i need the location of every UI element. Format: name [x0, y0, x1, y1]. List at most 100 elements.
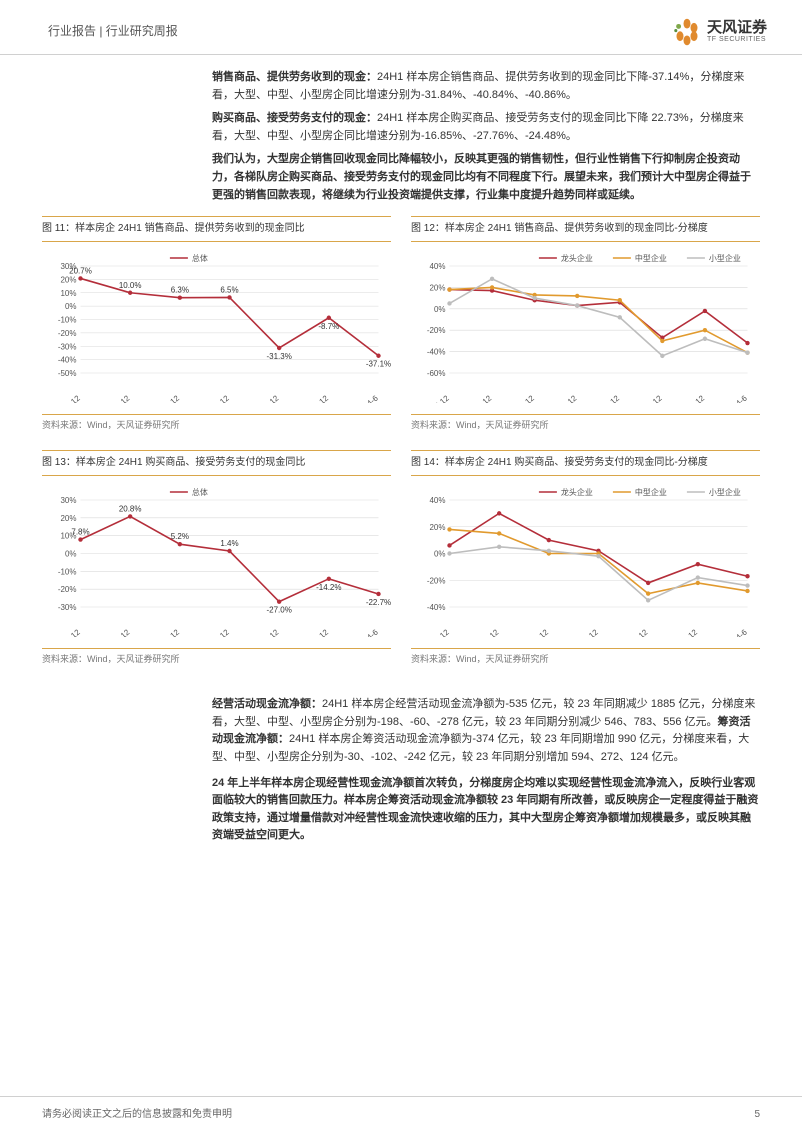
svg-text:2021-12: 2021-12	[203, 393, 232, 403]
svg-text:2021-12: 2021-12	[203, 627, 232, 637]
company-logo: 天风证券 TF SECURITIES	[673, 18, 767, 46]
svg-text:20%: 20%	[60, 514, 76, 523]
svg-text:2021-12: 2021-12	[572, 627, 601, 637]
chart-13-source: 资料来源：Wind，天风证券研究所	[42, 648, 391, 666]
svg-text:7.8%: 7.8%	[71, 528, 89, 537]
tf-logo-icon	[673, 18, 701, 46]
svg-text:20%: 20%	[429, 284, 445, 293]
svg-text:-20%: -20%	[58, 329, 77, 338]
charts-grid: 图 11：样本房企 24H1 销售商品、提供劳务收到的现金同比 -50% -40%…	[42, 216, 760, 666]
svg-text:小型企业: 小型企业	[709, 487, 741, 497]
chart-14: -40%-20%0%20%40%2018-122019-122020-12202…	[411, 482, 760, 637]
svg-text:6.3%: 6.3%	[171, 286, 189, 295]
para-purchase-cash: 购买商品、接受劳务支付的现金：24H1 样本房企购买商品、接受劳务支付的现金同比…	[212, 110, 760, 145]
svg-text:2019-12: 2019-12	[508, 393, 537, 403]
svg-text:小型企业: 小型企业	[709, 253, 741, 263]
page-header: 行业报告 | 行业研究周报 天风证券 TF SECURITIES	[0, 0, 802, 55]
svg-text:2024-6: 2024-6	[724, 627, 749, 637]
svg-text:30%: 30%	[60, 496, 76, 505]
chart-14-cell: 图 14：样本房企 24H1 购买商品、接受劳务支付的现金同比-分梯度 -40%…	[411, 450, 760, 666]
svg-text:2021-12: 2021-12	[593, 393, 622, 403]
chart-13: -30%-20%-10%0%10%20%30%2018-122019-12202…	[42, 482, 391, 637]
svg-text:2017-12: 2017-12	[423, 393, 452, 403]
intro-paragraphs: 销售商品、提供劳务收到的现金：24H1 样本房企销售商品、提供劳务收到的现金同比…	[212, 69, 760, 204]
chart-12: -60%-40%-20%0%20%40%2017-122018-122019-1…	[411, 248, 760, 403]
svg-text:2023-12: 2023-12	[302, 627, 331, 637]
lead-purchase: 购买商品、接受劳务支付的现金：	[212, 112, 377, 124]
svg-text:-10%: -10%	[58, 567, 77, 576]
svg-text:-30%: -30%	[58, 603, 77, 612]
svg-text:-8.7%: -8.7%	[318, 322, 339, 331]
svg-text:10.0%: 10.0%	[119, 281, 142, 290]
svg-text:2023-12: 2023-12	[671, 627, 700, 637]
svg-text:0%: 0%	[65, 550, 77, 559]
lead-op-cf: 经营活动现金流净额：	[212, 698, 322, 710]
logo-text-en: TF SECURITIES	[707, 36, 767, 44]
svg-text:2018-12: 2018-12	[54, 393, 83, 403]
svg-text:2022-12: 2022-12	[621, 627, 650, 637]
svg-text:2018-12: 2018-12	[465, 393, 494, 403]
svg-text:6.5%: 6.5%	[220, 286, 238, 295]
para-opinion-1: 我们认为，大型房企销售回收现金同比降幅较小，反映其更强的销售韧性，但行业性销售下…	[212, 151, 760, 204]
svg-text:10%: 10%	[60, 289, 76, 298]
svg-text:-31.3%: -31.3%	[266, 352, 291, 361]
svg-text:20.7%: 20.7%	[69, 267, 92, 276]
svg-text:中型企业: 中型企业	[635, 487, 667, 497]
svg-text:40%: 40%	[429, 262, 445, 271]
chart-12-source: 资料来源：Wind，天风证券研究所	[411, 414, 760, 432]
chart-12-title: 图 12：样本房企 24H1 销售商品、提供劳务收到的现金同比-分梯度	[411, 216, 760, 242]
svg-text:5.2%: 5.2%	[171, 532, 189, 541]
lower-paragraphs: 经营活动现金流净额：24H1 样本房企经营活动现金流净额为-535 亿元，较 2…	[212, 696, 760, 845]
svg-text:-27.0%: -27.0%	[266, 606, 291, 615]
svg-text:20.8%: 20.8%	[119, 505, 142, 514]
svg-text:龙头企业: 龙头企业	[561, 253, 593, 263]
logo-text-cn: 天风证券	[707, 20, 767, 37]
svg-text:2022-12: 2022-12	[635, 393, 664, 403]
svg-text:-50%: -50%	[58, 369, 77, 378]
chart-13-title: 图 13：样本房企 24H1 购买商品、接受劳务支付的现金同比	[42, 450, 391, 476]
svg-text:2023-12: 2023-12	[302, 393, 331, 403]
chart-11-cell: 图 11：样本房企 24H1 销售商品、提供劳务收到的现金同比 -50% -40%…	[42, 216, 391, 432]
svg-text:龙头企业: 龙头企业	[561, 487, 593, 497]
svg-text:-40%: -40%	[427, 348, 446, 357]
chart-14-title: 图 14：样本房企 24H1 购买商品、接受劳务支付的现金同比-分梯度	[411, 450, 760, 476]
svg-text:20%: 20%	[60, 276, 76, 285]
svg-text:-60%: -60%	[427, 369, 446, 378]
chart-11-title: 图 11：样本房企 24H1 销售商品、提供劳务收到的现金同比	[42, 216, 391, 242]
para-operating-cf: 经营活动现金流净额：24H1 样本房企经营活动现金流净额为-535 亿元，较 2…	[212, 696, 760, 766]
header-breadcrumb: 行业报告 | 行业研究周报	[48, 22, 178, 41]
svg-text:总体: 总体	[192, 253, 208, 263]
chart-13-cell: 图 13：样本房企 24H1 购买商品、接受劳务支付的现金同比 -30% -20%…	[42, 450, 391, 666]
page-content: 销售商品、提供劳务收到的现金：24H1 样本房企销售商品、提供劳务收到的现金同比…	[0, 55, 802, 845]
chart-11-source: 资料来源：Wind，天风证券研究所	[42, 414, 391, 432]
svg-text:2024-6: 2024-6	[724, 393, 749, 403]
svg-text:0%: 0%	[434, 550, 446, 559]
page-footer: 请务必阅读正文之后的信息披露和免责申明 5	[0, 1096, 802, 1133]
svg-text:2020-12: 2020-12	[153, 627, 182, 637]
svg-text:2019-12: 2019-12	[103, 393, 132, 403]
para-opinion-2: 24 年上半年样本房企现经营性现金流净额首次转负，分梯度房企均难以实现经营性现金…	[212, 775, 760, 845]
svg-text:-40%: -40%	[427, 603, 446, 612]
svg-text:1.4%: 1.4%	[220, 539, 238, 548]
svg-text:-40%: -40%	[58, 356, 77, 365]
footer-page-number: 5	[754, 1107, 760, 1123]
svg-text:20%: 20%	[429, 523, 445, 532]
chart-14-source: 资料来源：Wind，天风证券研究所	[411, 648, 760, 666]
svg-text:2024-6: 2024-6	[355, 393, 380, 403]
svg-text:2022-12: 2022-12	[252, 627, 281, 637]
svg-text:2020-12: 2020-12	[522, 627, 551, 637]
svg-text:2023-12: 2023-12	[678, 393, 707, 403]
chart-12-cell: 图 12：样本房企 24H1 销售商品、提供劳务收到的现金同比-分梯度 -60%…	[411, 216, 760, 432]
svg-text:2018-12: 2018-12	[54, 627, 83, 637]
para-sales-cash: 销售商品、提供劳务收到的现金：24H1 样本房企销售商品、提供劳务收到的现金同比…	[212, 69, 760, 104]
svg-text:-30%: -30%	[58, 342, 77, 351]
svg-text:总体: 总体	[192, 487, 208, 497]
svg-text:-20%: -20%	[58, 585, 77, 594]
svg-text:40%: 40%	[429, 496, 445, 505]
svg-text:0%: 0%	[65, 302, 77, 311]
svg-text:0%: 0%	[434, 305, 446, 314]
svg-text:2022-12: 2022-12	[252, 393, 281, 403]
body-fin-cf: 24H1 样本房企筹资活动现金流净额为-374 亿元，较 23 年同期增加 99…	[212, 733, 749, 763]
svg-text:-20%: -20%	[427, 576, 446, 585]
footer-disclaimer: 请务必阅读正文之后的信息披露和免责申明	[42, 1107, 232, 1123]
